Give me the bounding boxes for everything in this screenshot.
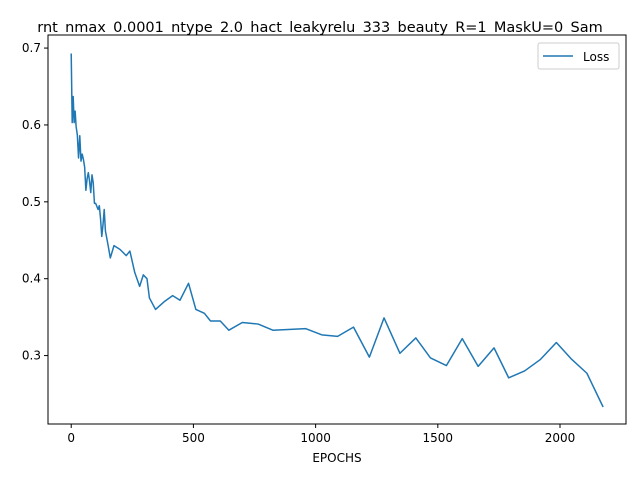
y-tick-label: 0.4 — [22, 272, 41, 286]
legend-box — [537, 42, 620, 70]
x-axis: 0 500 1000 1500 2000 — [67, 424, 575, 445]
series-line-loss — [70, 53, 604, 408]
x-tick-label: 0 — [67, 431, 75, 445]
legend-label-loss: Loss — [583, 50, 609, 64]
x-tick-label: 2000 — [545, 431, 576, 445]
x-tick-label: 1500 — [423, 431, 454, 445]
y-tick-label: 0.5 — [22, 195, 41, 209]
plot-area — [47, 34, 627, 425]
x-axis-label: EPOCHS — [312, 451, 361, 465]
y-axis: 0.3 0.4 0.5 0.6 0.7 — [22, 41, 48, 363]
plot-frame — [47, 34, 627, 425]
chart-title: rnt_nmax_0.0001_ntype_2.0_hact_leakyrelu… — [37, 20, 602, 36]
y-tick-label: 0.3 — [22, 349, 41, 363]
y-tick-label: 0.7 — [22, 41, 41, 55]
series-layer — [70, 53, 604, 408]
y-tick-label: 0.6 — [22, 118, 41, 132]
x-tick-label: 1000 — [300, 431, 331, 445]
x-tick-label: 500 — [182, 431, 205, 445]
legend: Loss — [537, 42, 620, 70]
plot-background — [48, 35, 626, 424]
